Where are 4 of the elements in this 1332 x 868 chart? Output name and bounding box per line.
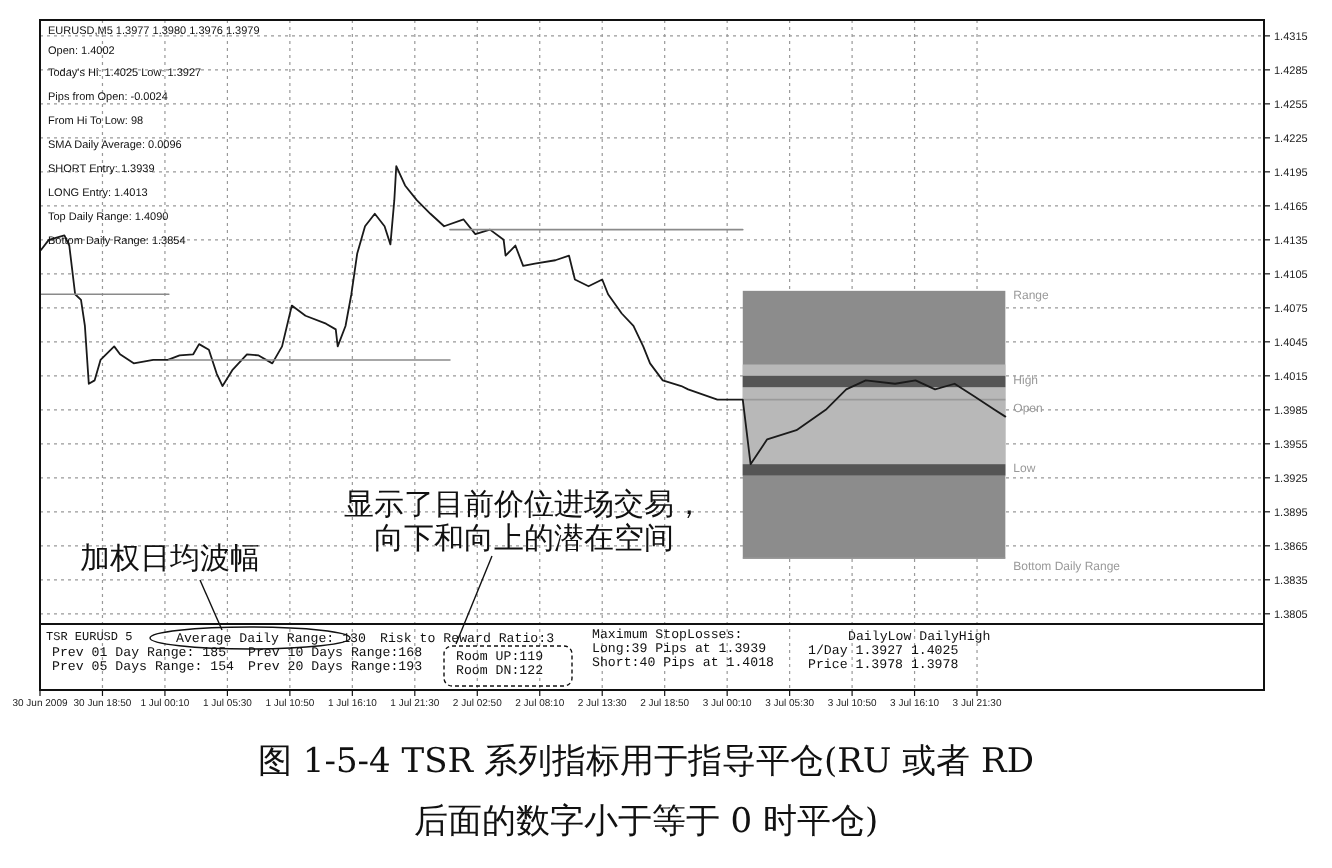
annotation: 显示了目前价位进场交易， [344,486,704,522]
text: 图 1-5-4 TSR 系列指标用于指导平仓(RU 或者 RD 后面的数字小于等于 0 时平仓) [258,742,1034,842]
annotation: 加权日均波幅 [80,540,260,576]
annotation: 向下和向上的潜在空间 [374,520,674,556]
